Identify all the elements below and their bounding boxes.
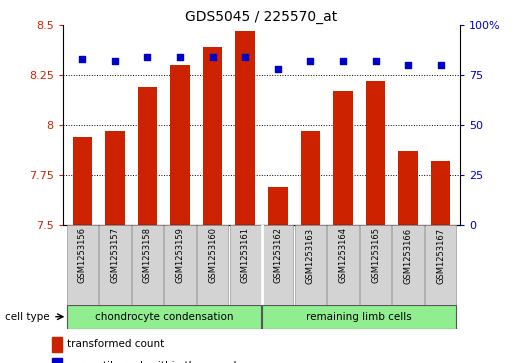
Point bbox=[176, 54, 184, 60]
Point bbox=[306, 58, 314, 64]
FancyBboxPatch shape bbox=[164, 225, 196, 305]
Point bbox=[339, 58, 347, 64]
FancyBboxPatch shape bbox=[66, 305, 261, 329]
Text: cell type: cell type bbox=[5, 312, 50, 322]
Bar bbox=[52, 337, 63, 352]
FancyBboxPatch shape bbox=[262, 305, 457, 329]
Bar bbox=[170, 65, 190, 225]
FancyBboxPatch shape bbox=[327, 225, 359, 305]
Point bbox=[371, 58, 380, 64]
Point bbox=[241, 54, 249, 60]
Point bbox=[111, 58, 119, 64]
Text: GSM1253156: GSM1253156 bbox=[78, 228, 87, 284]
FancyBboxPatch shape bbox=[262, 225, 293, 305]
Text: GSM1253163: GSM1253163 bbox=[306, 228, 315, 284]
Bar bbox=[73, 137, 92, 225]
FancyBboxPatch shape bbox=[360, 225, 391, 305]
Text: transformed count: transformed count bbox=[66, 339, 164, 349]
Bar bbox=[431, 161, 450, 225]
Text: percentile rank within the sample: percentile rank within the sample bbox=[66, 361, 243, 363]
Text: GSM1253157: GSM1253157 bbox=[110, 228, 119, 284]
Point bbox=[209, 54, 217, 60]
Bar bbox=[333, 91, 353, 225]
Bar bbox=[203, 47, 222, 225]
FancyBboxPatch shape bbox=[132, 225, 163, 305]
Point bbox=[143, 54, 152, 60]
FancyBboxPatch shape bbox=[295, 225, 326, 305]
FancyBboxPatch shape bbox=[230, 225, 261, 305]
Text: GSM1253162: GSM1253162 bbox=[274, 228, 282, 284]
Bar bbox=[52, 358, 63, 363]
FancyBboxPatch shape bbox=[392, 225, 424, 305]
Text: GSM1253165: GSM1253165 bbox=[371, 228, 380, 284]
Title: GDS5045 / 225570_at: GDS5045 / 225570_at bbox=[185, 11, 338, 24]
Bar bbox=[235, 31, 255, 225]
Text: GSM1253167: GSM1253167 bbox=[436, 228, 445, 284]
Point bbox=[404, 62, 412, 68]
Bar bbox=[366, 81, 385, 225]
Text: GSM1253159: GSM1253159 bbox=[176, 228, 185, 284]
Text: GSM1253166: GSM1253166 bbox=[404, 228, 413, 284]
Point bbox=[437, 62, 445, 68]
FancyBboxPatch shape bbox=[197, 225, 228, 305]
Text: GSM1253161: GSM1253161 bbox=[241, 228, 249, 284]
Text: remaining limb cells: remaining limb cells bbox=[306, 312, 412, 322]
Bar bbox=[268, 187, 288, 225]
Text: GSM1253158: GSM1253158 bbox=[143, 228, 152, 284]
Bar bbox=[138, 87, 157, 225]
FancyBboxPatch shape bbox=[66, 225, 98, 305]
FancyBboxPatch shape bbox=[425, 225, 457, 305]
Text: GSM1253164: GSM1253164 bbox=[338, 228, 347, 284]
Bar bbox=[399, 151, 418, 225]
Bar bbox=[301, 131, 320, 225]
FancyBboxPatch shape bbox=[99, 225, 131, 305]
Point bbox=[78, 56, 86, 62]
Text: chondrocyte condensation: chondrocyte condensation bbox=[95, 312, 233, 322]
Bar bbox=[105, 131, 124, 225]
Text: GSM1253160: GSM1253160 bbox=[208, 228, 217, 284]
Point bbox=[274, 66, 282, 72]
